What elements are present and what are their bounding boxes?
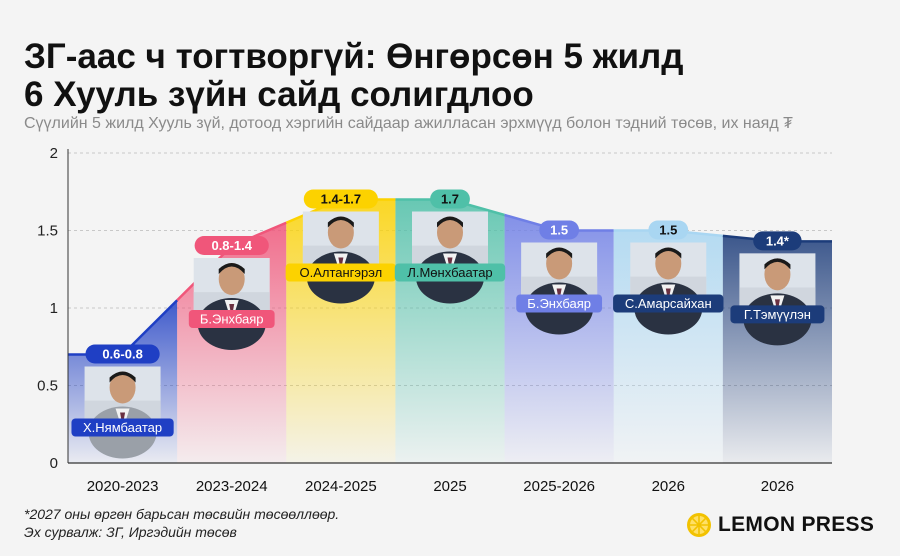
y-tick-label: 0 (50, 455, 58, 472)
svg-text:1.5: 1.5 (550, 223, 568, 238)
y-tick-label: 1.5 (37, 223, 58, 240)
minister-photo (302, 211, 379, 304)
x-tick-label: 2020-2023 (87, 478, 159, 495)
minister-photo (521, 242, 598, 335)
svg-text:О.Алтангэрэл: О.Алтангэрэл (299, 265, 382, 280)
svg-text:1.4*: 1.4* (766, 233, 790, 248)
brand-logo: LEMON PRESS (686, 512, 874, 538)
x-tick-label: 2026 (761, 478, 794, 495)
value-label: 1.5 (648, 220, 689, 240)
title-line-2: 6 Хууль зүйн сайд солигдлоо (24, 75, 534, 114)
y-tick-label: 2 (50, 145, 58, 162)
minister-name-label: Л.Мөнхбаатар (394, 263, 506, 282)
y-tick-label: 0.5 (37, 378, 58, 395)
page-title: ЗГ-аас ч тогтворгүй: Өнгөрсөн 5 жилд 6 Х… (24, 38, 884, 114)
minister-name-label: Г.Тэмүүлэн (730, 305, 825, 324)
minister-name-label: С.Амарсайхан (613, 294, 724, 313)
svg-text:Б.Энхбаяр: Б.Энхбаяр (200, 312, 264, 327)
lemon-slice-icon (687, 513, 711, 537)
value-label: 0.6-0.8 (85, 344, 160, 364)
svg-text:1.7: 1.7 (441, 192, 459, 207)
x-tick-label: 2024-2025 (305, 478, 377, 495)
data-labels: 0.6-0.8 Х.Нямбаатар 0.8-1.4 Б.Энхбаяр 1.4-1.… (71, 189, 825, 437)
svg-text:С.Амарсайхан: С.Амарсайхан (625, 296, 712, 311)
x-tick-label: 2026 (652, 478, 685, 495)
minister-photo (630, 242, 707, 335)
footnote: *2027 оны өргөн барьсан төсвийн төсөөллө… (24, 505, 339, 541)
subtitle: Сүүлийн 5 жилд Хууль зүй, дотоод хэргийн… (24, 115, 793, 132)
minister-name-label: Б.Энхбаяр (188, 310, 275, 328)
value-label: 1.4* (753, 231, 802, 251)
x-tick-label: 2025-2026 (523, 478, 595, 495)
value-label: 1.7 (430, 189, 470, 209)
footnote-budget-note: *2027 оны өргөн барьсан төсвийн төсөөллө… (24, 506, 340, 522)
svg-text:0.8-1.4: 0.8-1.4 (211, 238, 252, 253)
svg-text:Л.Мөнхбаатар: Л.Мөнхбаатар (407, 265, 492, 280)
value-label: 1.5 (539, 220, 580, 240)
x-tick-label: 2025 (433, 478, 466, 495)
minister-name-label: Б.Энхбаяр (516, 294, 603, 313)
y-tick-label: 1 (50, 300, 58, 317)
minister-photo (739, 253, 816, 346)
svg-text:Б.Энхбаяр: Б.Энхбаяр (527, 296, 591, 311)
svg-text:Г.Тэмүүлэн: Г.Тэмүүлэн (744, 307, 811, 322)
footnote-source: Эх сурвалж: ЗГ, Иргэдийн төсөв (24, 524, 237, 540)
axes: 0 0.5 1 1.5 2 2020-2023 2023-2024 2024-2025 2025… (37, 145, 832, 495)
minister-name-label: Х.Нямбаатар (71, 418, 174, 437)
svg-text:1.4-1.7: 1.4-1.7 (321, 192, 361, 207)
svg-text:Х.Нямбаатар: Х.Нямбаатар (83, 420, 162, 435)
minister-name-label: О.Алтангэрэл (285, 263, 397, 282)
brand-name: LEMON PRESS (718, 513, 875, 536)
minister-photo (84, 366, 161, 459)
minister-photo (193, 258, 270, 350)
minister-photo (412, 211, 488, 304)
x-tick-label: 2023-2024 (196, 478, 268, 495)
svg-text:1.5: 1.5 (659, 223, 677, 238)
value-label: 1.4-1.7 (303, 189, 378, 209)
svg-text:0.6-0.8: 0.6-0.8 (102, 347, 142, 362)
value-label: 0.8-1.4 (194, 236, 269, 255)
title-line-1: ЗГ-аас ч тогтворгүй: Өнгөрсөн 5 жилд (24, 37, 684, 76)
